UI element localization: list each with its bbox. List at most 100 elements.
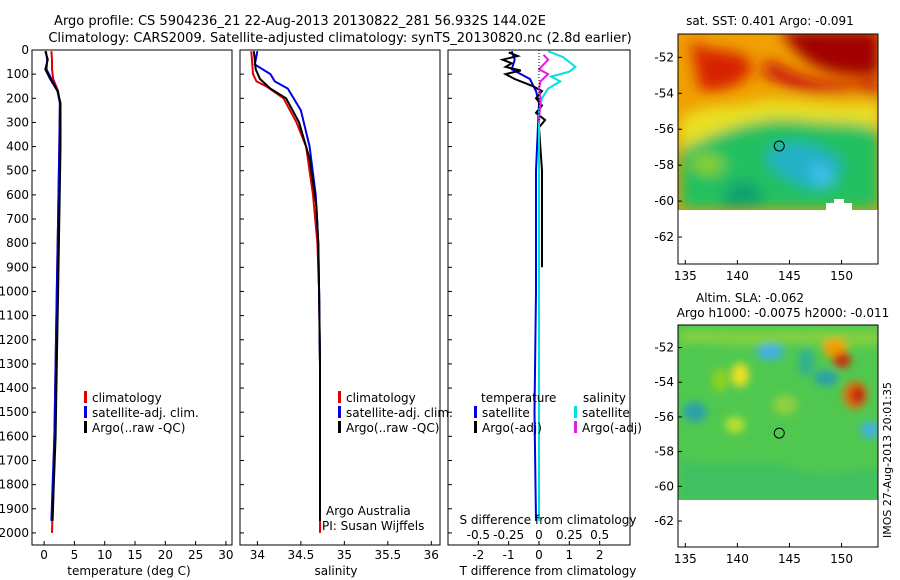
x-tick-label: -2 — [472, 548, 484, 562]
map-x-tick-label: 150 — [830, 552, 853, 566]
series-line-argo-raw-qc- — [44, 50, 62, 521]
map-y-tick-label: -62 — [654, 230, 674, 244]
x-tick-label: 34 — [250, 548, 265, 562]
depth-tick-label: 1100 — [0, 309, 29, 323]
map-x-tick-label: 140 — [726, 269, 749, 283]
depth-tick-label: 600 — [6, 188, 29, 202]
sst-map-image — [678, 34, 878, 264]
pi-annotation: PI: Susan Wijffels — [322, 519, 424, 533]
map-x-tick-label: 140 — [726, 552, 749, 566]
sst-map-title: sat. SST: 0.401 Argo: -0.091 — [686, 14, 854, 28]
temperature-x-axis: 0 5 10 15 20 25 30 — [40, 541, 234, 562]
series-line-temperature-satellite — [510, 50, 541, 521]
depth-tick-label: 400 — [6, 140, 29, 154]
depth-tick-label: 900 — [6, 260, 29, 274]
temperature-panel-frame — [31, 49, 233, 546]
legend-label-temp-satellite: satellite — [482, 406, 530, 420]
legend-swatch-satellite — [338, 406, 341, 418]
depth-axis: 0 100 200 300 400 500 600 700 800 900 1000 1100 1200… — [0, 43, 452, 540]
map-y-tick-label: -54 — [654, 86, 674, 100]
legend-swatch-climatology — [84, 391, 87, 403]
figure-title-line1: Argo profile: CS 5904236_21 22-Aug-2013 … — [54, 14, 546, 29]
sla-map-axes: 135 140 145 150 -52 -54 -56 -58 -60 -62 — [654, 341, 853, 566]
depth-tick-label: 1200 — [0, 333, 29, 347]
map-y-tick-label: -58 — [654, 445, 674, 459]
map-y-tick-label: -62 — [654, 514, 674, 528]
x-tick-label: 2 — [596, 548, 604, 562]
institution-annotation: Argo Australia — [326, 504, 411, 518]
legend-label-temp-argo: Argo(-adj) — [482, 421, 542, 435]
x-tick-label: 25 — [188, 548, 203, 562]
figure-title-line2: Climatology: CARS2009. Satellite-adjuste… — [48, 31, 631, 46]
difference-x-axis: -2 -1 0 1 2 -0.5 -0.25 0 0.25 0.5 — [467, 528, 610, 562]
depth-tick-label: 1500 — [0, 405, 29, 419]
difference-profile-lines — [499, 50, 578, 521]
legend-swatch-temp-satellite — [474, 406, 477, 418]
temperature-profile-lines — [44, 50, 62, 533]
depth-tick-label: 1900 — [0, 502, 29, 516]
legend-swatch-climatology — [338, 391, 341, 403]
s-difference-axis-title: S difference from climatology — [460, 513, 637, 527]
legend-heading-temperature: temperature — [481, 391, 556, 405]
salinity-legend: climatology satellite-adj. clim. Argo(..… — [338, 391, 453, 435]
legend-swatch-sal-argo — [574, 421, 577, 433]
depth-tick-label: 1300 — [0, 357, 29, 371]
depth-tick-label: 500 — [6, 164, 29, 178]
x-tick-label: 30 — [218, 548, 233, 562]
imos-timestamp: IMOS 27-Aug-2013 20:01:35 — [881, 382, 894, 538]
x-tick-label: 36 — [424, 548, 439, 562]
x-tick-label: 0 — [40, 548, 48, 562]
depth-tick-label: 0 — [21, 43, 29, 57]
map-x-tick-label: 135 — [674, 552, 697, 566]
depth-tick-label: 800 — [6, 236, 29, 250]
salinity-axis-label: salinity — [314, 564, 357, 578]
legend-label-satellite: satellite-adj. clim. — [346, 406, 453, 420]
legend-label-climatology: climatology — [92, 391, 162, 405]
legend-label-argo: Argo(..raw -QC) — [346, 421, 439, 435]
map-y-tick-label: -60 — [654, 479, 674, 493]
legend-swatch-temp-argo — [474, 421, 477, 433]
series-line-satellite-adj-clim- — [44, 51, 61, 521]
sst-map-axes: 135 140 145 150 -52 -54 -56 -58 -60 -62 — [654, 50, 853, 283]
series-line-satellite-adj-clim- — [253, 51, 321, 521]
map-y-tick-label: -56 — [654, 122, 674, 136]
legend-swatch-satellite — [84, 406, 87, 418]
depth-tick-label: 1400 — [0, 381, 29, 395]
depth-tick-label: 300 — [6, 115, 29, 129]
sla-map-title-line1: Altim. SLA: -0.062 — [696, 291, 804, 305]
x-tick-label: 10 — [97, 548, 112, 562]
legend-label-climatology: climatology — [346, 391, 416, 405]
x-tick-label: 5 — [71, 548, 79, 562]
legend-label-argo: Argo(..raw -QC) — [92, 421, 185, 435]
x-tick-label: 15 — [127, 548, 142, 562]
sla-map-title-line2: Argo h1000: -0.0075 h2000: -0.011 — [677, 306, 890, 320]
series-line-temperature-argo-adj- — [499, 51, 547, 268]
legend-label-satellite: satellite-adj. clim. — [92, 406, 199, 420]
legend-swatch-argo — [84, 421, 87, 433]
x-tick-label: 34.5 — [288, 548, 315, 562]
map-y-tick-label: -52 — [654, 341, 674, 355]
t-difference-axis-label: T difference from climatology — [459, 564, 637, 578]
x-tick-label: 35.5 — [374, 548, 401, 562]
depth-tick-label: 1700 — [0, 453, 29, 467]
legend-label-sal-argo: Argo(-adj) — [582, 421, 642, 435]
float-location-marker — [773, 140, 785, 152]
legend-swatch-sal-satellite — [574, 406, 577, 418]
salinity-panel-frame — [239, 49, 441, 546]
map-y-tick-label: -58 — [654, 158, 674, 172]
series-line-salinity-satellite — [538, 50, 578, 521]
s-difference-tick-label: 0 — [535, 528, 543, 542]
x-tick-label: 1 — [566, 548, 574, 562]
sla-map-frame — [677, 324, 879, 548]
x-tick-label: 0 — [535, 548, 543, 562]
depth-tick-label: 200 — [6, 91, 29, 105]
depth-tick-label: 1800 — [0, 478, 29, 492]
float-location-marker — [773, 427, 785, 439]
depth-tick-label: 1000 — [0, 284, 29, 298]
temperature-axis-label: temperature (deg C) — [67, 564, 190, 578]
x-tick-label: -1 — [503, 548, 515, 562]
map-y-tick-label: -54 — [654, 375, 674, 389]
difference-legend: temperature satellite Argo(-adj) salinit… — [474, 391, 642, 435]
salinity-profile-lines — [250, 51, 321, 533]
series-line-climatology — [250, 51, 321, 533]
